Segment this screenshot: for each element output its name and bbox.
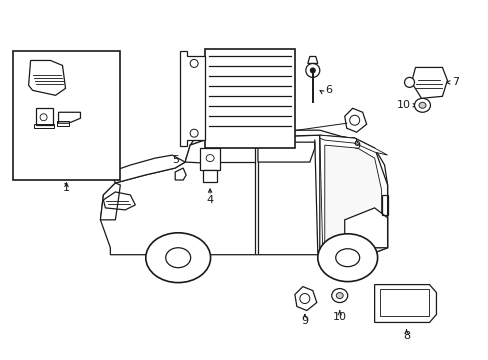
Bar	[34, 124, 53, 128]
Ellipse shape	[317, 234, 377, 282]
Polygon shape	[374, 285, 436, 323]
Text: 4: 4	[206, 195, 213, 205]
Text: 9: 9	[301, 316, 308, 327]
Text: 5: 5	[171, 155, 178, 165]
Text: 10: 10	[332, 312, 346, 323]
Text: 6: 6	[325, 85, 331, 95]
Polygon shape	[180, 50, 204, 146]
Bar	[247, 131, 255, 141]
Ellipse shape	[145, 233, 210, 283]
Polygon shape	[258, 142, 314, 162]
Polygon shape	[411, 67, 447, 98]
Text: 7: 7	[451, 77, 458, 87]
Bar	[203, 170, 217, 182]
Polygon shape	[319, 135, 387, 155]
Bar	[13, 50, 120, 180]
Polygon shape	[319, 135, 387, 255]
Text: 8: 8	[402, 332, 409, 341]
Polygon shape	[110, 155, 185, 183]
Text: 2: 2	[40, 128, 47, 138]
Text: 1: 1	[63, 183, 70, 193]
Bar	[379, 289, 428, 316]
Ellipse shape	[414, 98, 429, 112]
Polygon shape	[344, 208, 387, 248]
Polygon shape	[200, 148, 220, 170]
Ellipse shape	[336, 293, 343, 298]
Polygon shape	[185, 138, 215, 163]
Text: 3: 3	[65, 128, 72, 138]
Polygon shape	[100, 183, 120, 220]
Bar	[204, 49, 294, 148]
Ellipse shape	[309, 67, 315, 73]
Polygon shape	[100, 135, 387, 255]
Ellipse shape	[418, 102, 425, 108]
Ellipse shape	[404, 77, 414, 87]
Bar	[57, 121, 68, 126]
Polygon shape	[324, 145, 381, 248]
Polygon shape	[190, 130, 369, 148]
Polygon shape	[215, 142, 254, 162]
Text: 10: 10	[396, 100, 410, 110]
Text: 9: 9	[352, 141, 360, 151]
Ellipse shape	[331, 289, 347, 302]
